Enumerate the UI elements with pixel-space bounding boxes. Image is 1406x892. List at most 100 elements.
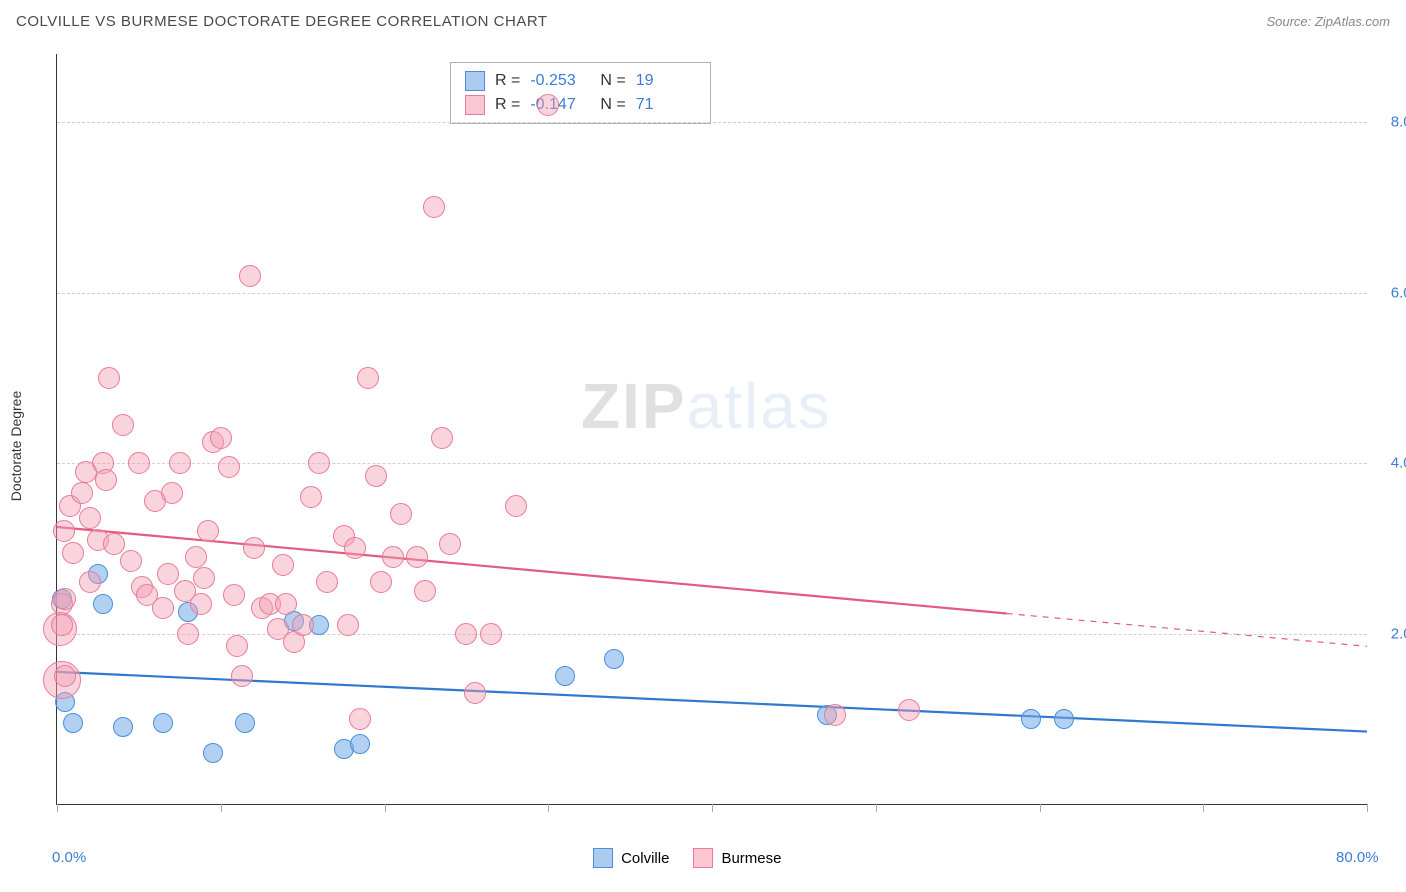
x-tick	[57, 804, 58, 812]
data-point	[193, 567, 215, 589]
data-point	[370, 571, 392, 593]
data-point	[231, 665, 253, 687]
x-tick	[1040, 804, 1041, 812]
data-point	[161, 482, 183, 504]
data-point	[54, 588, 76, 610]
data-point	[357, 367, 379, 389]
data-point	[308, 452, 330, 474]
data-point	[210, 427, 232, 449]
data-point	[93, 594, 113, 614]
y-tick-label: 2.0%	[1391, 625, 1406, 642]
x-tick	[1203, 804, 1204, 812]
x-tick	[876, 804, 877, 812]
y-tick-label: 4.0%	[1391, 455, 1406, 472]
data-point	[275, 593, 297, 615]
data-point	[103, 533, 125, 555]
data-point	[239, 265, 261, 287]
x-tick	[1367, 804, 1368, 812]
data-point	[79, 571, 101, 593]
data-point	[414, 580, 436, 602]
data-point	[71, 482, 93, 504]
data-point	[1054, 709, 1074, 729]
data-point	[555, 666, 575, 686]
data-point	[431, 427, 453, 449]
data-point	[62, 542, 84, 564]
y-tick-label: 8.0%	[1391, 114, 1406, 131]
n-label: N =	[600, 96, 625, 114]
data-point	[1021, 709, 1041, 729]
stats-row: R =-0.147N =71	[465, 93, 696, 117]
data-point	[185, 546, 207, 568]
data-point	[79, 507, 101, 529]
data-point	[53, 520, 75, 542]
trend-lines	[57, 54, 1367, 804]
data-point	[272, 554, 294, 576]
legend-swatch-icon	[465, 95, 485, 115]
data-point	[505, 495, 527, 517]
gridline	[57, 122, 1367, 123]
y-axis-label: Doctorate Degree	[8, 391, 24, 502]
data-point	[349, 708, 371, 730]
data-point	[604, 649, 624, 669]
data-point	[316, 571, 338, 593]
x-tick-label: 80.0%	[1336, 849, 1379, 866]
stats-row: R =-0.253N =19	[465, 69, 696, 93]
gridline	[57, 293, 1367, 294]
data-point	[292, 614, 314, 636]
x-tick-label: 0.0%	[52, 849, 86, 866]
data-point	[480, 623, 502, 645]
data-point	[382, 546, 404, 568]
data-point	[157, 563, 179, 585]
data-point	[337, 614, 359, 636]
data-point	[177, 623, 199, 645]
y-tick-label: 6.0%	[1391, 284, 1406, 301]
n-value: 71	[636, 96, 696, 114]
legend-label: Colville	[621, 850, 669, 867]
data-point	[235, 713, 255, 733]
data-point	[365, 465, 387, 487]
data-point	[464, 682, 486, 704]
data-point	[455, 623, 477, 645]
data-point	[51, 614, 73, 636]
data-point	[223, 584, 245, 606]
data-point	[243, 537, 265, 559]
data-point	[350, 734, 370, 754]
correlation-stats-box: R =-0.253N =19R =-0.147N =71	[450, 62, 711, 124]
data-point	[63, 713, 83, 733]
gridline	[57, 463, 1367, 464]
legend-swatch-icon	[593, 848, 613, 868]
data-point	[95, 469, 117, 491]
legend-swatch-icon	[465, 71, 485, 91]
r-label: R =	[495, 96, 520, 114]
data-point	[112, 414, 134, 436]
data-point	[824, 704, 846, 726]
data-point	[537, 94, 559, 116]
data-point	[226, 635, 248, 657]
x-tick	[548, 804, 549, 812]
data-point	[439, 533, 461, 555]
x-tick	[712, 804, 713, 812]
data-point	[300, 486, 322, 508]
data-point	[423, 196, 445, 218]
n-label: N =	[600, 72, 625, 90]
x-tick	[221, 804, 222, 812]
data-point	[120, 550, 142, 572]
data-point	[152, 597, 174, 619]
legend-label: Burmese	[721, 850, 781, 867]
gridline	[57, 634, 1367, 635]
data-point	[128, 452, 150, 474]
data-point	[898, 699, 920, 721]
legend-item: Burmese	[693, 848, 781, 868]
data-point	[218, 456, 240, 478]
data-point	[169, 452, 191, 474]
r-value: -0.253	[530, 72, 590, 90]
data-point	[190, 593, 212, 615]
data-point	[406, 546, 428, 568]
series-legend: Colville Burmese	[593, 848, 781, 868]
legend-item: Colville	[593, 848, 669, 868]
scatter-plot: ZIPatlas R =-0.253N =19R =-0.147N =71 2.…	[56, 54, 1367, 805]
data-point	[390, 503, 412, 525]
data-point	[54, 665, 76, 687]
x-tick	[385, 804, 386, 812]
watermark: ZIPatlas	[581, 369, 832, 443]
